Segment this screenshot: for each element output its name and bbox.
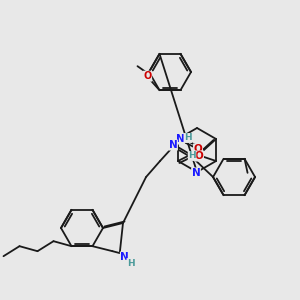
Text: O: O bbox=[143, 71, 152, 81]
Text: N: N bbox=[120, 252, 129, 262]
Text: N: N bbox=[192, 168, 200, 178]
Text: O: O bbox=[194, 144, 202, 154]
Text: H: H bbox=[184, 134, 192, 142]
Text: H: H bbox=[127, 259, 135, 268]
Text: O: O bbox=[195, 151, 203, 161]
Text: N: N bbox=[176, 134, 184, 144]
Text: H: H bbox=[188, 152, 196, 160]
Text: O: O bbox=[194, 146, 202, 156]
Text: N: N bbox=[169, 140, 177, 150]
